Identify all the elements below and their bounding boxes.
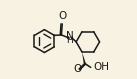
Text: N: N [66,31,74,41]
Text: O: O [73,64,82,74]
Polygon shape [82,52,86,64]
Text: O: O [58,11,66,21]
Text: H: H [66,36,73,45]
Text: OH: OH [93,62,109,72]
